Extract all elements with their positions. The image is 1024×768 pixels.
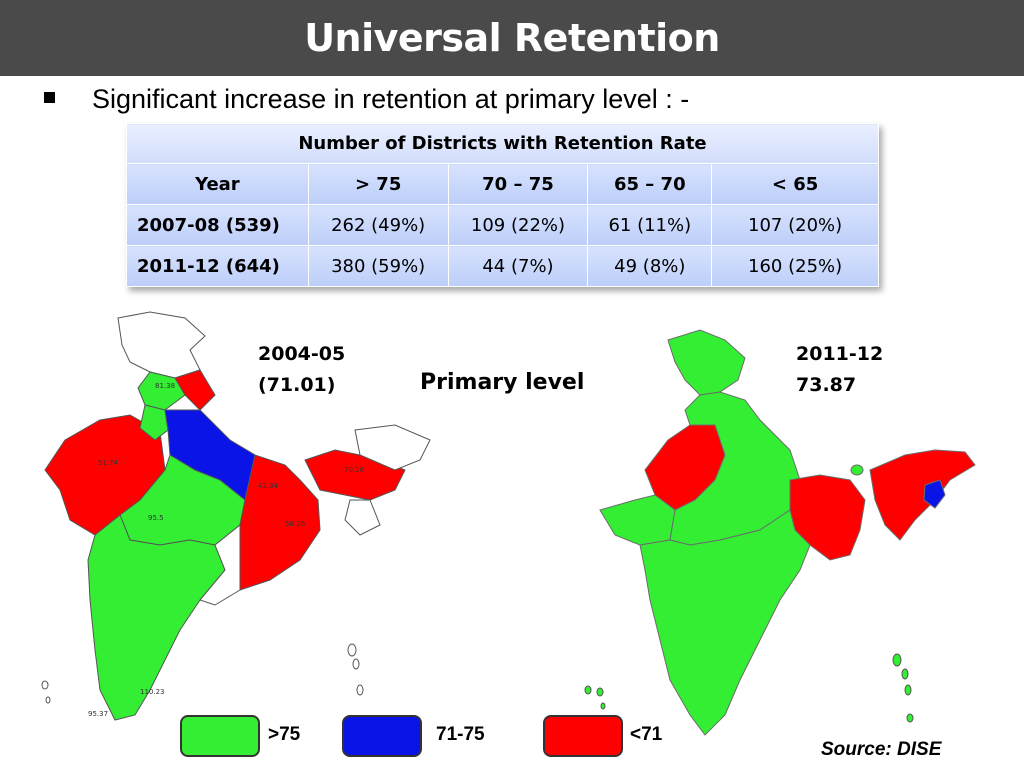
svg-text:70.16: 70.16 [344,466,365,474]
legend-label: >75 [268,724,301,745]
legend-swatch-blue [342,715,422,757]
table-cell: 380 (59%) [307,245,449,287]
table-cell: 44 (7%) [447,245,589,287]
table-cell: 160 (25%) [711,245,879,287]
table-heading-row: Number of Districts with Retention Rate [126,123,879,164]
legend-swatch-red [543,715,623,757]
right-map-year: 2011-12 [796,343,884,365]
table-heading: Number of Districts with Retention Rate [126,123,879,164]
bullet-text: Significant increase in retention at pri… [92,84,690,114]
svg-text:42.34: 42.34 [258,482,279,490]
left-islands [41,643,364,704]
legend-label: 71-75 [436,724,485,745]
left-map-year: 2004-05 [258,343,346,365]
svg-text:81.38: 81.38 [155,382,175,390]
column-header: 70 – 75 [447,163,589,205]
column-header: > 75 [307,163,449,205]
right-map-value: 73.87 [796,374,857,396]
table-cell: 262 (49%) [307,204,449,246]
retention-table: Number of Districts with Retention Rate … [126,123,879,287]
table-row: 2011-12 (644) 380 (59%) 44 (7%) 49 (8%) … [126,245,879,287]
svg-text:95.5: 95.5 [148,514,164,522]
column-header: < 65 [711,163,879,205]
table-cell: 109 (22%) [447,204,589,246]
bullet-square-icon [44,92,55,103]
column-header: Year [126,163,309,205]
title-bar [0,0,1024,76]
legend-label: <71 [630,724,663,745]
svg-text:51.74: 51.74 [98,459,119,467]
left-state-values: 81.38 51.74 95.5 42.34 70.16 58.26 110.2… [88,382,365,718]
table-cell: 2011-12 (644) [126,245,309,287]
legend-swatch-green [180,715,260,757]
primary-level-label: Primary level [420,370,585,395]
column-header: 65 – 70 [587,163,713,205]
source-note: Source: DISE [821,739,942,760]
table-cell: 2007-08 (539) [126,204,309,246]
svg-text:110.23: 110.23 [140,688,165,696]
left-map-value: (71.01) [258,374,336,396]
svg-text:58.26: 58.26 [285,520,306,528]
svg-text:95.37: 95.37 [88,710,108,718]
right-map [599,329,976,736]
table-column-row: Year > 75 70 – 75 65 – 70 < 65 [126,163,879,205]
right-islands [584,653,914,723]
left-map [44,311,431,721]
slide-title: Universal Retention [304,16,720,60]
table-cell: 49 (8%) [587,245,713,287]
table-cell: 61 (11%) [587,204,713,246]
